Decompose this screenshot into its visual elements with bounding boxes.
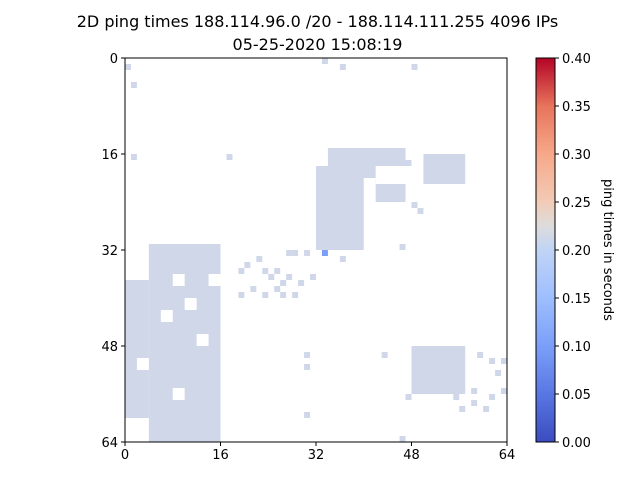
heatmap-cell [321, 58, 328, 64]
x-tick-label: 64 [499, 448, 516, 463]
heatmap-cell [453, 394, 460, 400]
heatmap-cell [286, 250, 293, 256]
heatmap-cell [130, 154, 137, 160]
heatmap-gap [196, 334, 209, 346]
heatmap-gap [184, 298, 197, 310]
y-tick-label: 32 [101, 244, 118, 259]
y-tick-label: 48 [101, 340, 118, 355]
colorbar-tick-label: 0.05 [562, 388, 591, 403]
heatmap-cell [130, 82, 137, 88]
colorbar-tick-label: 0.30 [562, 148, 591, 163]
heatmap-cell-outlier [321, 250, 328, 256]
heatmap-cell [471, 388, 478, 394]
heatmap-cell [339, 256, 346, 262]
y-tick-label: 0 [110, 52, 118, 67]
heatmap-cell [369, 154, 376, 160]
colorbar-axis: 0.00 0.05 0.10 0.15 0.20 0.25 0.30 0.35 0.40 [555, 52, 591, 451]
x-tick-label: 32 [308, 448, 325, 463]
heatmap-gap [172, 274, 185, 286]
heatmap-gap [208, 274, 221, 286]
heatmap-gap [160, 310, 173, 322]
colorbar [535, 57, 556, 443]
heatmap-cell [238, 292, 245, 298]
heatmap-cell [310, 274, 316, 280]
colorbar-tick-label: 0.40 [562, 52, 591, 67]
heatmap-cell [238, 268, 245, 274]
heatmap-cell [304, 250, 311, 256]
heatmap-cell [292, 250, 299, 256]
heatmap-cell [304, 412, 311, 418]
heatmap-cell [459, 406, 466, 412]
heatmap-cell [501, 388, 507, 394]
colorbar-tick-label: 0.35 [562, 100, 591, 115]
chart-title: 2D ping times 188.114.96.0 /20 - 188.114… [76, 12, 559, 31]
heatmap-cell [339, 64, 346, 70]
heatmap-cell [417, 208, 424, 214]
heatmap-cell [405, 160, 412, 166]
heatmap-region [125, 280, 149, 418]
heatmap-gap [172, 388, 185, 400]
colorbar-label: ping times in seconds [600, 179, 615, 321]
heatmap-cell [280, 280, 287, 286]
heatmap-cell [399, 436, 406, 442]
x-tick-label: 16 [212, 448, 229, 463]
colorbar-tick-label: 0.15 [562, 292, 591, 307]
heatmap-cell [250, 286, 257, 292]
heatmap-cell [262, 268, 269, 274]
heatmap-cell [244, 262, 251, 268]
heatmap-cell [298, 280, 305, 286]
y-tick-label: 64 [101, 436, 118, 451]
heatmap-cell [501, 358, 507, 364]
heatmap-cell [274, 268, 281, 274]
x-tick-label: 48 [403, 448, 420, 463]
heatmap-cell [274, 286, 281, 292]
heatmap-cell [226, 154, 233, 160]
colorbar-tick-label: 0.25 [562, 196, 591, 211]
heatmap-cell [286, 274, 293, 280]
chart-subtitle: 05-25-2020 15:08:19 [232, 35, 403, 54]
heatmap-cell [381, 352, 388, 358]
heatmap-cell [280, 292, 287, 298]
colorbar-tick-label: 0.10 [562, 340, 591, 355]
heatmap-cell [262, 292, 269, 298]
heatmap-region [411, 346, 466, 394]
heatmap-cell [489, 358, 496, 364]
heatmap-gap [363, 178, 376, 202]
heatmap-cell [304, 364, 311, 370]
heatmap-cell [471, 400, 478, 406]
heatmap-cell [411, 64, 418, 70]
heatmap-cell [411, 202, 418, 208]
heatmap-region [148, 244, 221, 442]
colorbar-tick-label: 0.00 [562, 436, 591, 451]
colorbar-tick-label: 0.20 [562, 244, 591, 259]
heatmap-cell [256, 256, 263, 262]
y-tick-label: 16 [101, 148, 118, 163]
x-tick-label: 0 [121, 448, 129, 463]
y-axis: 0 16 32 48 64 [101, 52, 125, 451]
heatmap-cell [292, 292, 299, 298]
heatmap-cell [125, 64, 131, 70]
heatmap-cell [399, 244, 406, 250]
x-axis: 0 16 32 48 64 [121, 442, 515, 463]
heatmap-cell [489, 394, 496, 400]
heatmap-cell [268, 274, 275, 280]
heatmap-region [423, 154, 466, 184]
heatmap-cell [405, 394, 412, 400]
heatmap-gap [136, 358, 149, 370]
heatmap-cell [483, 406, 490, 412]
heatmap-cells [125, 58, 507, 442]
heatmap-cell [304, 352, 311, 358]
heatmap-gap [375, 166, 406, 184]
heatmap-cell [495, 370, 502, 376]
heatmap-cell [477, 352, 484, 358]
